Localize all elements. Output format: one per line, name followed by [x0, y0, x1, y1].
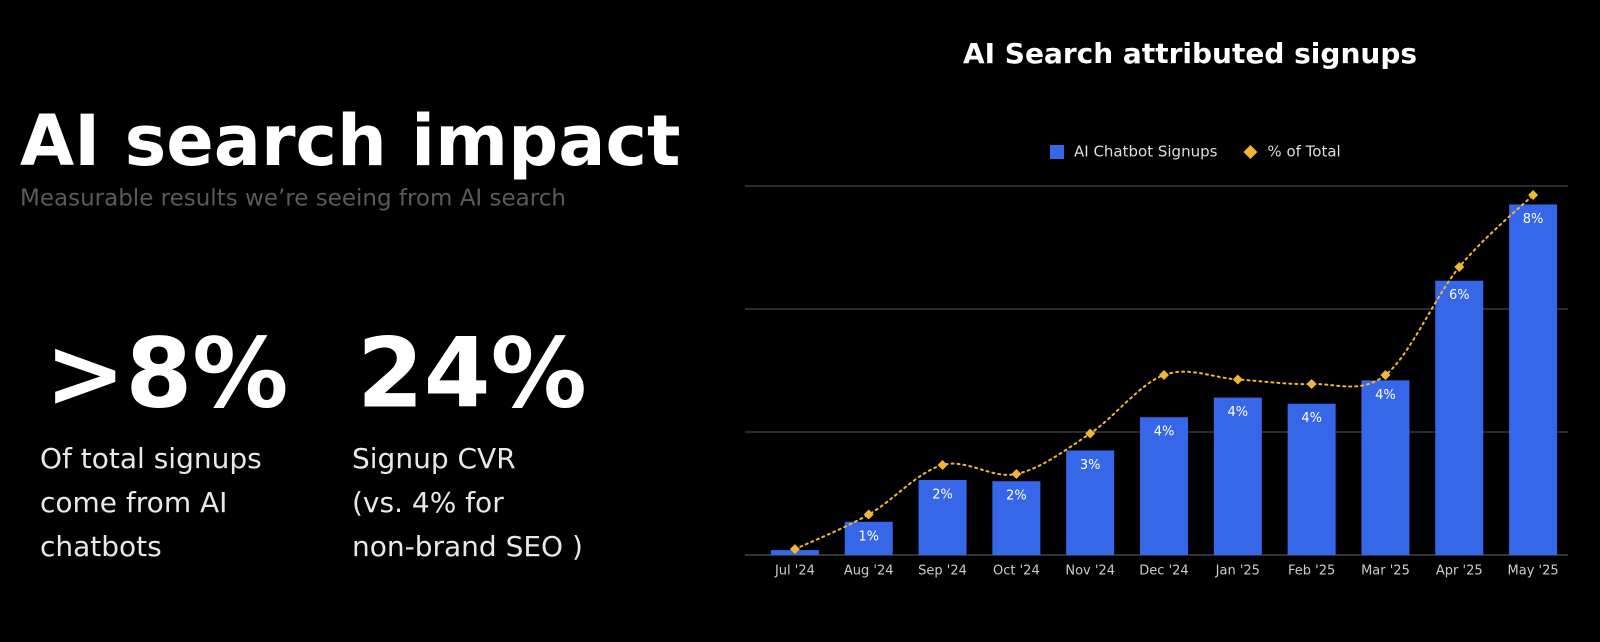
marker: [937, 460, 948, 470]
data-label: 4%: [1375, 388, 1396, 403]
x-tick-label: Feb '25: [1288, 564, 1335, 579]
slide-title: AI search impact: [20, 100, 680, 182]
marker: [1159, 370, 1169, 380]
bar: [1287, 403, 1336, 555]
x-tick-label: Jul '24: [774, 564, 815, 579]
data-label: 4%: [1154, 425, 1175, 440]
x-tick-label: Mar '25: [1361, 564, 1410, 579]
bar: [844, 521, 893, 555]
bar: [1213, 397, 1262, 555]
bar: [918, 479, 967, 555]
x-tick-label: Dec '24: [1139, 564, 1188, 579]
stat-caption: come from AI: [40, 486, 227, 519]
data-label: 2%: [932, 487, 953, 502]
bar: [1435, 280, 1484, 555]
x-tick-label: Nov '24: [1065, 564, 1115, 579]
stat-value: 24%: [357, 317, 587, 429]
data-label: 1%: [858, 529, 879, 544]
data-label: 4%: [1228, 405, 1249, 420]
marker: [1528, 190, 1539, 200]
stat-caption: non-brand SEO ): [352, 530, 583, 563]
legend-marker: [1050, 145, 1064, 159]
x-tick-label: May '25: [1508, 564, 1559, 579]
marker: [1306, 379, 1317, 389]
stat-caption: Signup CVR: [352, 442, 516, 475]
marker: [789, 544, 800, 555]
x-tick-label: Jan '25: [1215, 564, 1260, 579]
marker: [1011, 469, 1022, 479]
stat-caption: Of total signups: [40, 442, 262, 475]
data-label: 2%: [1006, 489, 1027, 504]
x-tick-label: Oct '24: [993, 564, 1040, 579]
chart-title: AI Search attributed signups: [963, 37, 1417, 70]
x-tick-label: Aug '24: [844, 564, 894, 579]
data-label: 6%: [1449, 288, 1470, 303]
slide-subtitle: Measurable results we’re seeing from AI …: [20, 186, 566, 212]
bar: [992, 481, 1041, 555]
data-label: 3%: [1080, 458, 1101, 473]
marker: [1454, 262, 1465, 272]
marker: [1232, 374, 1243, 385]
bar: [1361, 380, 1410, 555]
bar: [1509, 204, 1558, 555]
data-label: 8%: [1523, 212, 1544, 227]
legend-label: AI Chatbot Signups: [1074, 143, 1218, 161]
stat-caption: (vs. 4% for: [352, 486, 504, 519]
bar: [1066, 450, 1115, 555]
x-tick-label: Sep '24: [918, 564, 967, 579]
legend-label: % of Total: [1267, 143, 1340, 161]
stat-caption: chatbots: [40, 530, 162, 563]
x-tick-label: Apr '25: [1436, 564, 1483, 579]
bar: [1140, 417, 1188, 555]
stat-value: >8%: [45, 317, 288, 429]
data-label: 4%: [1301, 411, 1322, 426]
marker: [1380, 370, 1391, 380]
marker: [863, 509, 874, 520]
marker: [1085, 428, 1096, 439]
legend-marker: [1243, 145, 1258, 159]
